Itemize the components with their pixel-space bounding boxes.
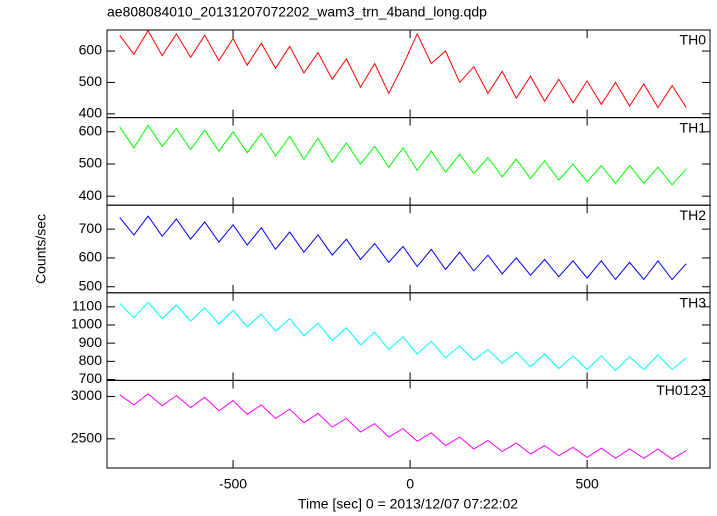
panel-frame bbox=[106, 379, 711, 469]
y-tick-label: 500 bbox=[79, 155, 103, 171]
legend-label: TH1 bbox=[680, 119, 707, 135]
y-tick-label: 600 bbox=[79, 122, 103, 138]
x-axis-label: Time [sec] 0 = 2013/12/07 07:22:02 bbox=[298, 496, 518, 512]
legend-label: TH2 bbox=[680, 207, 707, 223]
y-tick-label: 800 bbox=[79, 352, 103, 368]
y-axis-label: Counts/sec bbox=[33, 214, 49, 284]
y-tick-label: 400 bbox=[79, 187, 103, 203]
y-tick-label: 700 bbox=[79, 370, 103, 386]
panel-frame bbox=[106, 292, 711, 381]
y-tick-label: 600 bbox=[79, 42, 103, 58]
y-tick-label: 900 bbox=[79, 334, 103, 350]
y-tick-label: 1000 bbox=[71, 316, 102, 332]
panel-frame bbox=[106, 117, 711, 206]
y-tick-label: 400 bbox=[79, 105, 103, 121]
y-tick-label: 3000 bbox=[71, 387, 102, 403]
y-tick-label: 700 bbox=[79, 220, 103, 236]
y-tick-label: 500 bbox=[79, 277, 103, 293]
legend-label: TH0 bbox=[680, 32, 707, 48]
y-tick-label: 1100 bbox=[72, 297, 102, 313]
panel-frame bbox=[106, 29, 711, 119]
y-tick-label: 2500 bbox=[71, 430, 102, 446]
legend-label: TH3 bbox=[680, 295, 707, 311]
data-line bbox=[119, 301, 687, 372]
x-tick-label: 500 bbox=[575, 476, 599, 492]
data-line bbox=[119, 393, 687, 460]
x-tick-label: -500 bbox=[219, 476, 247, 492]
legend-label: TH0123 bbox=[656, 382, 706, 398]
y-tick-label: 500 bbox=[79, 73, 103, 89]
x-tick-label: 0 bbox=[406, 476, 414, 492]
y-tick-label: 600 bbox=[79, 249, 103, 265]
panel-frame bbox=[106, 204, 711, 294]
data-line bbox=[119, 124, 687, 186]
data-line bbox=[119, 215, 687, 281]
chart-title: ae808084010_20131207072202_wam3_trn_4ban… bbox=[107, 4, 487, 20]
data-line bbox=[119, 29, 687, 109]
